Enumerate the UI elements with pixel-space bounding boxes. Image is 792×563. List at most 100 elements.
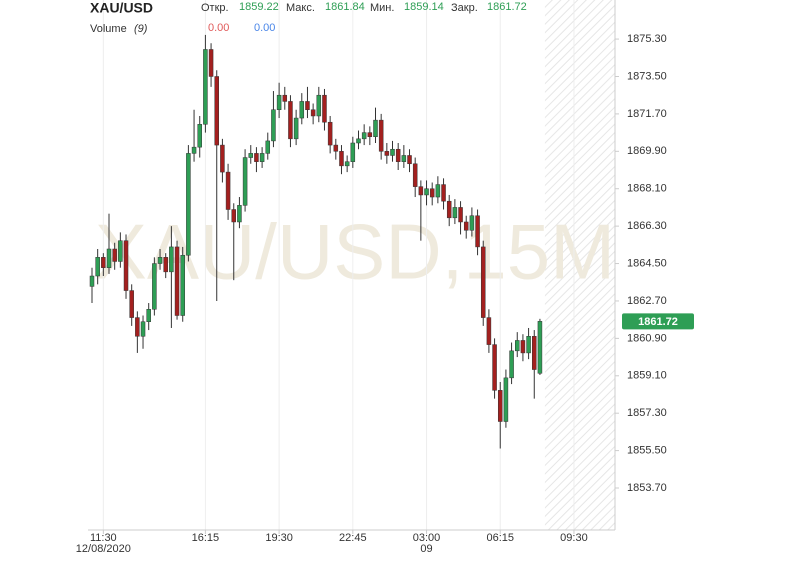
candle-body [480,246,486,318]
candle-body [220,144,225,173]
x-tick-label: 09:30 [560,532,588,544]
candle-body [469,215,475,231]
candle-body [174,246,180,316]
candle-body [526,336,531,354]
y-tick-label: 1855.50 [627,445,667,457]
x-date-label: 09 [420,543,432,555]
candle-body [520,340,526,354]
low-label: Мин. [370,2,394,14]
candle-body [316,94,322,117]
candle-body [429,188,435,198]
candle-body [288,101,293,140]
symbol-title: XAU/USD [90,0,153,16]
candle-body [271,109,276,142]
candle-body [157,257,163,264]
high-label: Макс. [286,2,315,14]
candle-body [515,340,520,352]
candle-body [254,153,259,162]
candle-body [248,153,254,158]
candle-body [458,207,463,223]
candle-body [486,317,492,345]
candle-body [203,49,208,125]
candle-body [299,101,305,119]
y-tick-label: 1853.70 [627,482,667,494]
volume-value: 0.00 [208,22,229,34]
y-tick-label: 1864.50 [627,257,667,269]
candle-body [208,49,214,77]
candle-body [101,257,106,268]
candle-body [333,144,339,152]
x-tick-label: 16:15 [192,532,220,544]
x-tick-label: 06:15 [486,532,514,544]
candle-body [475,215,480,248]
volume-period: (9) [134,23,148,35]
low-value: 1859.14 [404,1,444,13]
candle-body [146,309,151,322]
candle-body [509,350,514,379]
candle-body [373,119,378,138]
last-price-label: 1861.72 [638,316,678,328]
candle-body [310,109,316,117]
candle-body [129,290,134,318]
candle-body [378,119,384,152]
candle-body [106,248,112,268]
candle-body [152,263,157,310]
future-area [544,0,615,530]
candle-body [259,153,265,162]
y-tick-label: 1857.30 [627,407,667,419]
candle-body [276,94,282,110]
candle-body [497,390,503,422]
candle-body [118,240,123,262]
candle-body [225,171,231,210]
candle-body [367,132,373,138]
candle-body [361,132,367,140]
candle-body [350,142,356,162]
x-tick-label: 22:45 [339,532,367,544]
candle-body [401,155,407,162]
y-tick-label: 1873.50 [627,70,667,82]
y-tick-label: 1871.70 [627,108,667,120]
candle-body [395,148,401,162]
candle-body [452,207,458,219]
y-tick-label: 1862.70 [627,295,667,307]
last-price-box [622,313,694,330]
candle-body [191,146,197,154]
candle-body [135,317,140,337]
candle-body [242,157,248,206]
y-tick-label: 1869.90 [627,145,667,157]
candle-body [503,377,509,422]
candle-body [441,184,446,202]
x-tick-label: 11:30 [90,532,117,544]
candle-body [322,94,327,123]
y-tick-label: 1860.90 [627,332,667,344]
candle-body [327,121,333,146]
y-tick-label: 1875.30 [627,33,667,45]
candle-body [356,138,361,144]
candle-body [339,151,344,167]
high-value: 1861.84 [325,1,365,13]
candle-body [180,254,185,316]
open-value: 1859.22 [239,1,279,13]
candle-body [344,161,350,167]
volume-value: 0.00 [254,22,275,34]
candle-body [112,248,117,262]
y-tick-label: 1868.10 [627,183,667,195]
x-date-label: 12/08/2020 [76,543,131,555]
candle-body [214,76,219,146]
candle-body [390,148,395,156]
y-tick-label: 1866.30 [627,220,667,232]
candle-body [532,336,537,370]
close-value: 1861.72 [487,1,527,13]
candle-body [89,275,95,287]
candle-body [123,240,129,291]
candle-body [265,140,271,154]
candle-body [418,186,424,196]
candle-body [412,163,418,187]
candle-body [305,101,310,110]
candle-body [463,221,469,231]
candle-body [237,205,242,223]
candle-body [282,94,288,102]
candle-body [95,257,100,277]
candle-body [537,321,543,374]
candle-body [140,321,146,337]
